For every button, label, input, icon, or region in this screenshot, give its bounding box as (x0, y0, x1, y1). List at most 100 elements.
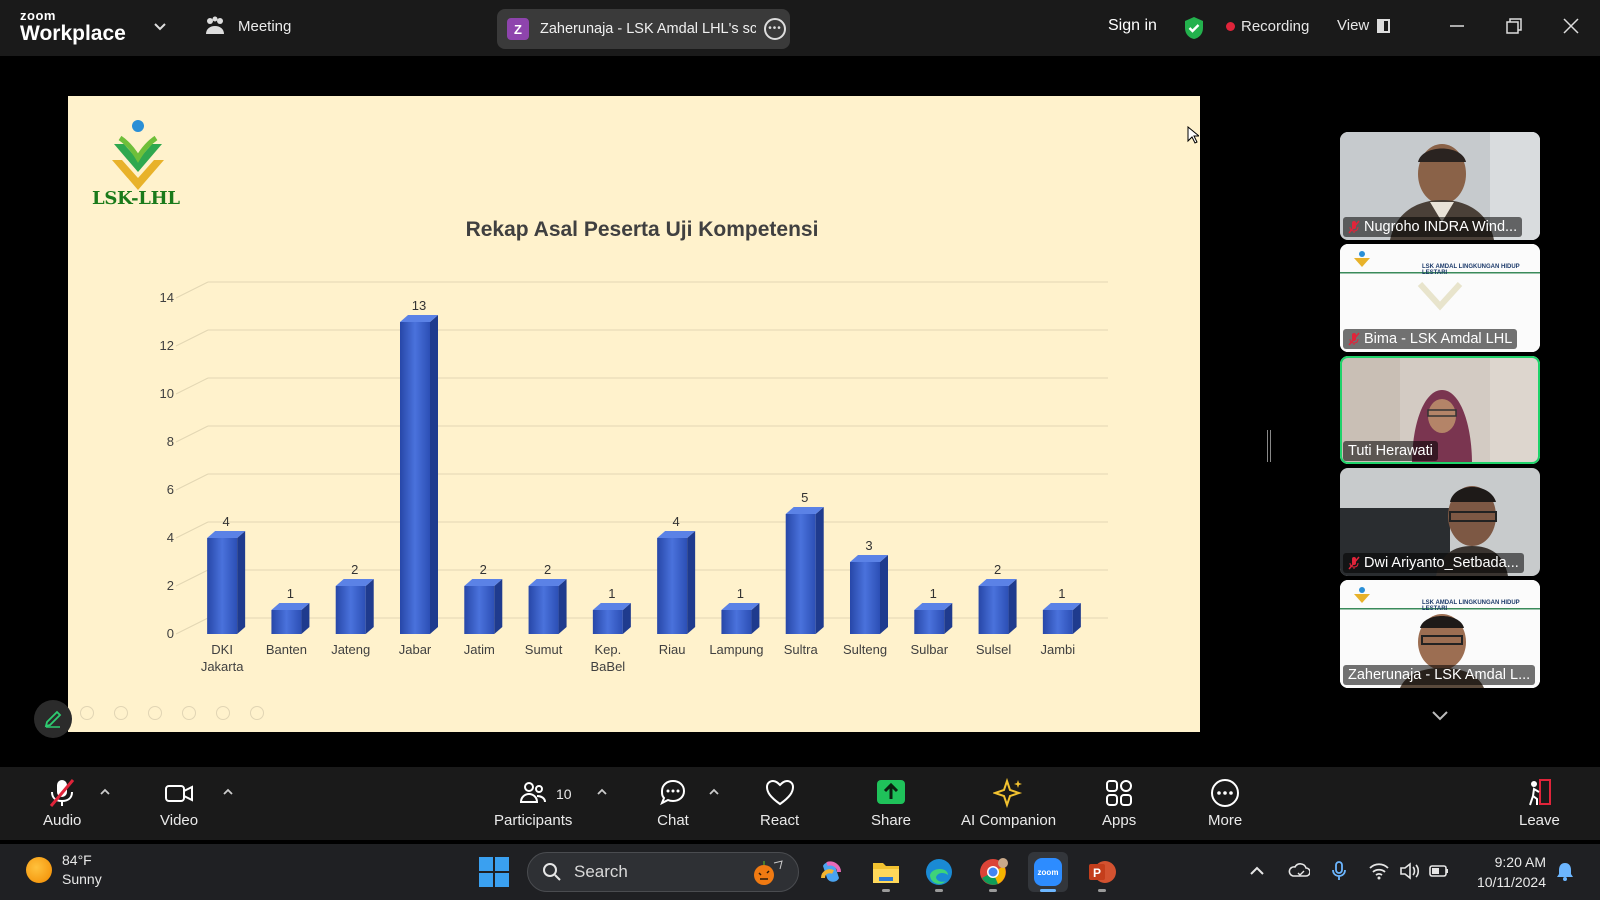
taskbar-search-box[interactable]: Search (527, 852, 799, 892)
volume-icon[interactable] (1398, 860, 1420, 882)
logo-workplace-text: Workplace (20, 22, 126, 45)
copilot-app-icon[interactable] (811, 852, 851, 892)
ai-sparkle-icon (992, 777, 1022, 809)
weather-widget[interactable]: 84°F Sunny (26, 851, 102, 889)
participant-gallery: Nugroho INDRA Wind... LSK AMDAL LINGKUNG… (1340, 132, 1540, 692)
annotation-tool-icon[interactable] (114, 706, 128, 720)
temperature-text: 84°F (62, 852, 92, 868)
bar-front (978, 586, 1009, 634)
participant-tile[interactable]: LSK AMDAL LINGKUNGAN HIDUP LESTARI Zaher… (1340, 580, 1540, 688)
sign-in-link[interactable]: Sign in (1108, 17, 1157, 34)
minimize-icon[interactable] (1445, 14, 1469, 38)
shared-screen-title-pill[interactable]: Z Zaherunaja - LSK Amdal LHL's screen ••… (497, 9, 790, 49)
bar-side (558, 579, 567, 634)
bar-front (464, 586, 495, 634)
apps-button[interactable]: Apps (1102, 777, 1136, 829)
bar-front (1042, 610, 1073, 634)
bar (207, 531, 246, 634)
bar-top (207, 531, 246, 538)
participant-name-label: Nugroho INDRA Wind... (1343, 217, 1523, 237)
halloween-search-highlight-icon (754, 860, 783, 885)
x-tick-label: DKI (211, 642, 233, 657)
chevron-down-icon[interactable] (1430, 708, 1450, 722)
x-tick-label: Lampung (709, 642, 763, 657)
share-screen-button[interactable]: Share (871, 777, 911, 829)
x-tick-label: Jabar (399, 642, 432, 657)
bar (914, 603, 953, 634)
apps-grid-icon (1106, 780, 1133, 806)
bar-top (721, 603, 760, 610)
chevron-up-icon[interactable] (708, 787, 720, 797)
security-shield-icon[interactable] (1183, 16, 1205, 40)
chevron-down-icon[interactable] (152, 19, 168, 35)
participant-tile[interactable]: Dwi Ariyanto_Setbada... (1340, 468, 1540, 576)
bar-front (914, 610, 945, 634)
more-button[interactable]: More (1208, 777, 1242, 829)
participant-tile[interactable]: LSK AMDAL LINGKUNGAN HIDUP LESTARI Bima … (1340, 244, 1540, 352)
data-label: 1 (287, 586, 294, 601)
notification-bell-icon[interactable] (1554, 860, 1576, 882)
leave-meeting-button[interactable]: Leave (1519, 777, 1560, 829)
recording-dot-icon (1226, 22, 1235, 31)
chrome-browser-app-icon[interactable] (973, 852, 1013, 892)
more-options-icon[interactable]: ••• (764, 18, 786, 40)
video-camera-icon (165, 785, 194, 802)
recording-label: Recording (1241, 18, 1310, 35)
annotation-tool-icon[interactable] (250, 706, 264, 720)
zoom-app-icon[interactable]: zoom (1028, 852, 1068, 892)
chat-button[interactable]: Chat (657, 777, 689, 829)
microphone-icon[interactable] (1328, 860, 1350, 882)
participants-button[interactable]: Participants (494, 777, 572, 829)
gallery-resize-handle[interactable] (1267, 430, 1271, 462)
chevron-up-icon[interactable] (1246, 860, 1268, 882)
system-clock[interactable]: 9:20 AM 10/11/2024 (1466, 852, 1546, 892)
x-tick-label: Sulsel (976, 642, 1012, 657)
chevron-up-icon[interactable] (222, 787, 234, 797)
gridline-depth (175, 425, 209, 443)
windows-start-icon[interactable] (479, 857, 509, 887)
bar-front (592, 610, 623, 634)
bar-side (237, 531, 246, 634)
file-explorer-app-icon[interactable] (866, 852, 906, 892)
bar (657, 531, 696, 634)
chevron-up-icon[interactable] (596, 787, 608, 797)
view-menu-button[interactable]: View (1337, 17, 1391, 34)
onedrive-cloud-icon[interactable] (1288, 860, 1310, 882)
ai-companion-button[interactable]: AI Companion (961, 777, 1056, 829)
chart-data-labels: 4 1 2 13 2 2 1 4 1 5 3 1 2 1 (223, 298, 1066, 601)
app-running-indicator (935, 889, 943, 892)
annotation-tool-icon[interactable] (80, 706, 94, 720)
video-button[interactable]: Video (160, 777, 198, 829)
mouse-cursor-icon (1187, 126, 1199, 144)
bar-top (592, 603, 631, 610)
x-axis-tick-labels: DKI Jakarta Banten Jateng Jabar Jatim Sumut Kep… (201, 642, 1075, 674)
gridline-depth (175, 473, 209, 491)
x-tick-label: BaBel (591, 659, 626, 674)
powerpoint-app-icon[interactable]: P (1082, 852, 1122, 892)
wifi-icon[interactable] (1368, 860, 1390, 882)
participant-tile-active-speaker[interactable]: Tuti Herawati (1340, 356, 1540, 464)
edge-browser-app-icon[interactable] (919, 852, 959, 892)
bar (592, 603, 631, 634)
react-button[interactable]: React (760, 777, 799, 829)
audio-button[interactable]: Audio (43, 777, 81, 829)
annotation-tool-icon[interactable] (182, 706, 196, 720)
restore-icon[interactable] (1502, 14, 1526, 38)
participant-tile[interactable]: Nugroho INDRA Wind... (1340, 132, 1540, 240)
battery-icon[interactable] (1428, 860, 1450, 882)
bar-front (335, 586, 366, 634)
app-running-indicator (882, 889, 890, 892)
zoom-title-bar: zoom Workplace Meeting Z Zaherunaja - LS… (0, 0, 1600, 56)
bar-chart: Rekap Asal Peserta Uji Kompetensi 0 2 4 6 8 1… (160, 218, 1108, 674)
recording-indicator[interactable]: Recording (1226, 18, 1309, 35)
annotation-tool-icon[interactable] (216, 706, 230, 720)
bar-front (785, 514, 816, 634)
bar (464, 579, 503, 634)
x-tick-label: Kep. (594, 642, 621, 657)
annotate-pen-button[interactable] (34, 700, 72, 738)
close-icon[interactable] (1559, 14, 1583, 38)
chevron-up-icon[interactable] (99, 787, 111, 797)
meeting-menu-button[interactable]: Meeting (204, 16, 291, 36)
chart-bars (207, 315, 1081, 634)
annotation-tool-icon[interactable] (148, 706, 162, 720)
